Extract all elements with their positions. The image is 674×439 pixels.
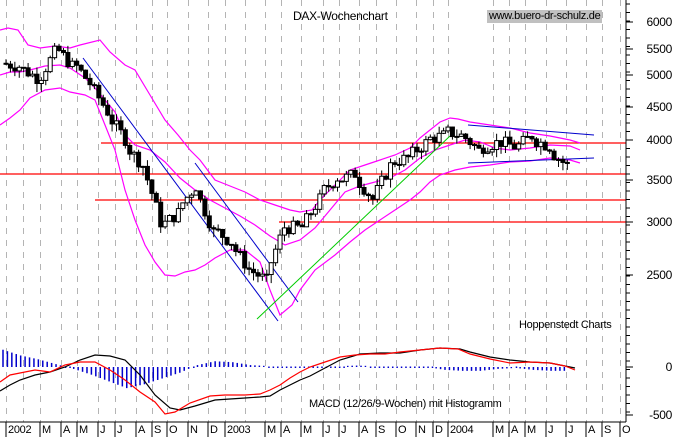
- signal-line: [0, 347, 576, 415]
- x-tick-label: A: [283, 424, 291, 436]
- y-tick-label: 6000: [646, 15, 673, 29]
- y-tick-label: 2500: [646, 268, 673, 282]
- vertical-gridlines: [6, 0, 621, 422]
- x-tick-label: O: [622, 424, 631, 436]
- x-tick-label: A: [63, 424, 71, 436]
- bollinger-middle: [0, 64, 581, 246]
- price-candles: [3, 42, 570, 284]
- bollinger-bands: [0, 27, 581, 316]
- x-tick-label: S: [154, 424, 162, 436]
- x-tick-label: M: [42, 424, 51, 436]
- y-tick-label: 3000: [646, 215, 673, 229]
- x-tick-label: A: [588, 424, 596, 436]
- y-tick-label: 3500: [646, 173, 673, 187]
- x-tick-label: 2004: [450, 424, 474, 436]
- x-tick-label: M: [495, 424, 504, 436]
- x-tick-label: J: [341, 424, 347, 436]
- x-tick-label: O: [169, 424, 178, 436]
- x-tick-label: N: [190, 424, 198, 436]
- x-tick-label: S: [604, 424, 612, 436]
- x-axis-tick-marks: [5, 422, 621, 437]
- source-url-badge[interactable]: www.buero-dr-schulz.de: [487, 10, 603, 23]
- x-tick-label: M: [267, 424, 276, 436]
- x-tick-label: S: [378, 424, 386, 436]
- bollinger-lower: [0, 87, 581, 316]
- x-tick-label: M: [527, 424, 536, 436]
- y-axis-minor-ticks: [626, 3, 633, 416]
- y-tick-label: 4500: [646, 100, 673, 114]
- y-tick-label: -500: [649, 408, 672, 422]
- macd-line: [0, 347, 576, 411]
- x-tick-label: A: [511, 424, 519, 436]
- x-tick-label: O: [398, 424, 407, 436]
- x-tick-label: D: [210, 424, 218, 436]
- x-tick-label: M: [303, 424, 312, 436]
- x-tick-label: 2003: [227, 424, 251, 436]
- x-tick-label: M: [79, 424, 88, 436]
- trendlines: [82, 57, 595, 322]
- y-tick-label: 0: [665, 360, 673, 374]
- x-tick-label: N: [418, 424, 426, 436]
- axis-frame: [0, 0, 627, 423]
- x-tick-label: J: [117, 424, 123, 436]
- data-source-label: Hoppenstedt Charts: [519, 319, 612, 331]
- macd-panel-label: MACD (12/26/9-Wochen) mit Histogramm: [309, 398, 502, 410]
- x-tick-label: J: [568, 424, 574, 436]
- x-tick-label: A: [138, 424, 146, 436]
- x-tick-label: J: [548, 424, 554, 436]
- chart-title: DAX-Wochenchart: [293, 9, 388, 23]
- x-tick-label: J: [325, 424, 331, 436]
- x-tick-label: 2002: [8, 424, 32, 436]
- bollinger-upper: [0, 27, 581, 213]
- x-tick-label: J: [100, 424, 106, 436]
- y-tick-label: 5000: [646, 68, 673, 82]
- y-tick-label: 4000: [646, 133, 673, 147]
- macd-lines: [0, 347, 576, 415]
- x-tick-label: A: [361, 424, 369, 436]
- x-tick-label: D: [435, 424, 443, 436]
- y-tick-label: 5500: [646, 42, 673, 56]
